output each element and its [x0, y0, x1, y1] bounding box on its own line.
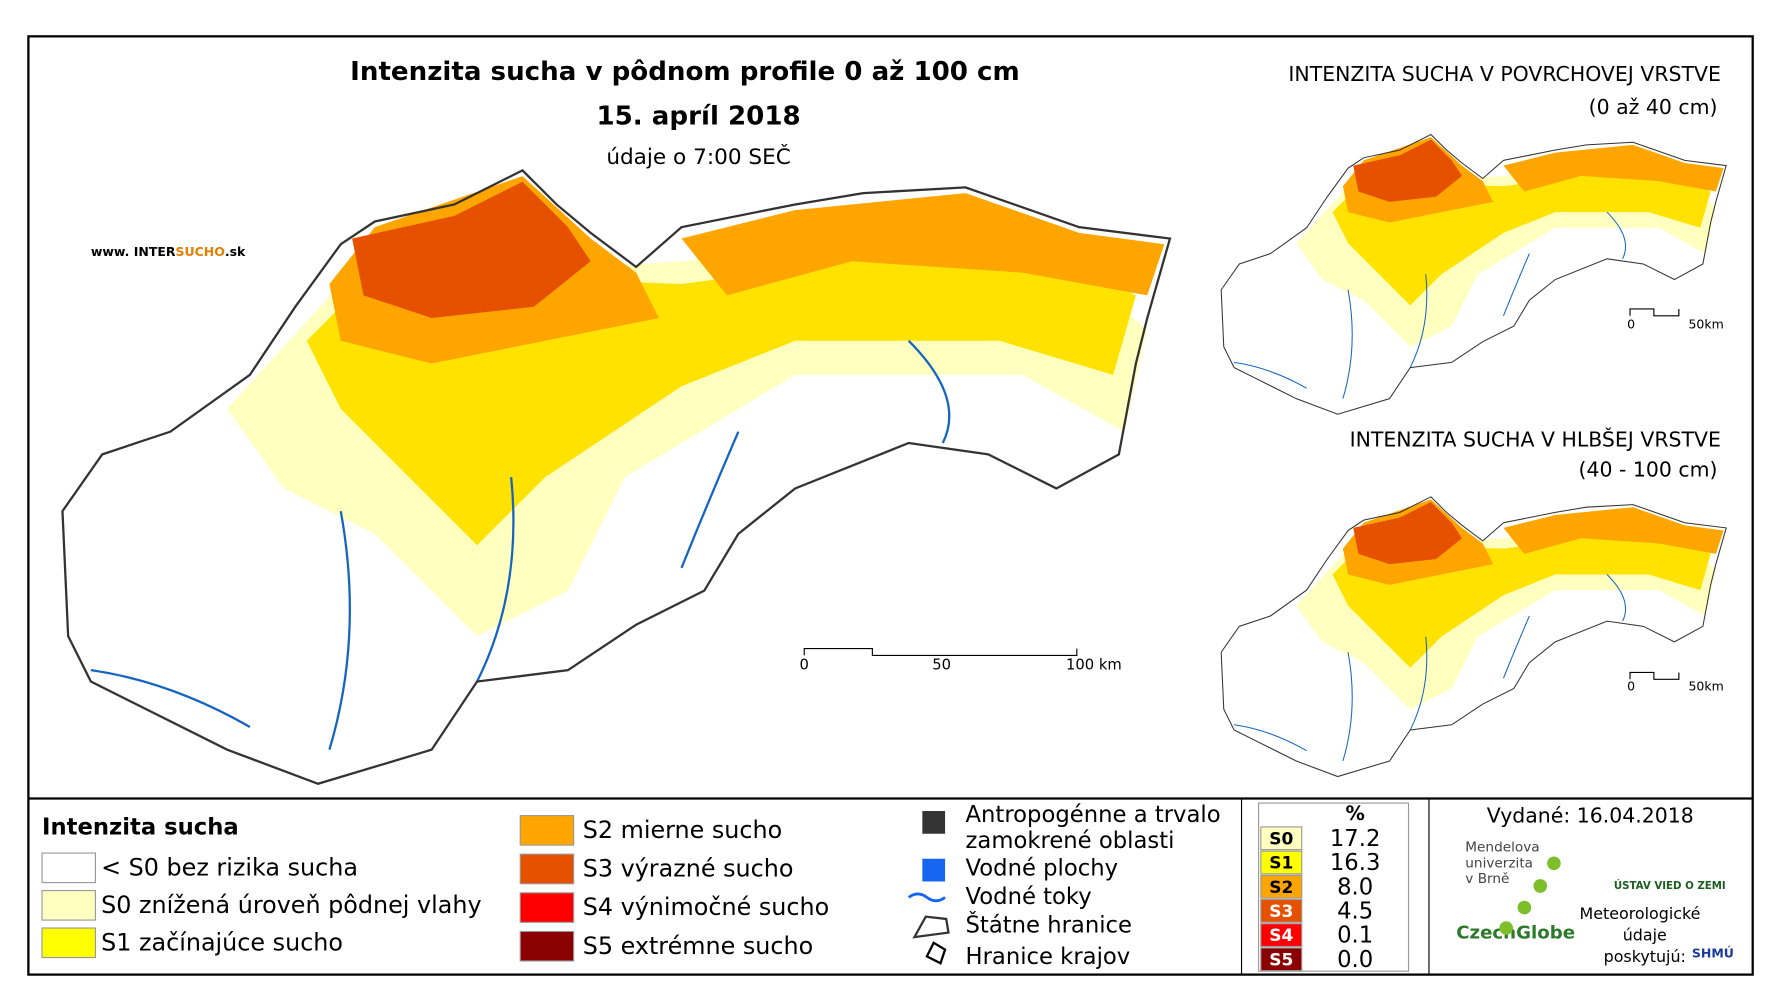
logo-dot [1533, 879, 1548, 893]
legend-title: Intenzita sucha [42, 815, 239, 841]
website-part: SUCHO [176, 244, 225, 259]
table-header: % [1345, 802, 1364, 825]
legend-swatch [41, 852, 96, 884]
layer-label: Vodné toky [966, 884, 1092, 910]
table-swatch [1260, 874, 1303, 899]
table-value: 16.3 [1330, 850, 1381, 876]
logo-dot [1517, 900, 1532, 915]
layer-icons [907, 811, 950, 965]
frame [27, 35, 1754, 976]
table-value: 17.2 [1330, 826, 1381, 852]
main-map [62, 170, 1170, 783]
legend-swatch [41, 927, 96, 959]
legend-label: S4 výnimočné sucho [583, 893, 829, 921]
website-part: www. INTER [91, 244, 176, 259]
layer-label: Vodné plochy [966, 855, 1119, 881]
legend-label: S3 výrazné sucho [583, 855, 794, 883]
logo-mendel: v Brně [1465, 871, 1509, 887]
layer-label: Štátne hranice [966, 910, 1132, 938]
table-class: S2 [1269, 878, 1293, 898]
inset-title: INTENZITA SUCHA V HLBŠEJ VRSTVE [1350, 427, 1721, 452]
title: Intenzita sucha v pôdnom profile 0 až 10… [350, 57, 1020, 87]
logo-mendel: univerzita [1465, 855, 1533, 871]
icon-region [925, 941, 947, 965]
layer-label: zamokrené oblasti [966, 828, 1175, 854]
scale-label: 0 [1627, 679, 1635, 694]
legend-label: S5 extrémne sucho [583, 932, 813, 960]
logo-meteo: Meteorologické [1580, 904, 1701, 923]
table-swatch [1260, 898, 1303, 923]
legend-swatch [519, 815, 575, 846]
icon-border [912, 915, 950, 939]
scale-label: 50 [932, 657, 951, 674]
table-swatch [1260, 850, 1303, 875]
table-swatch [1260, 947, 1303, 972]
table-swatch [1260, 826, 1303, 851]
inset-map [1221, 134, 1726, 414]
legend-swatch [519, 930, 575, 962]
inset-map [1221, 497, 1726, 777]
logo-dot [1547, 856, 1561, 871]
legend-swatch [41, 889, 96, 921]
icon-water [922, 858, 946, 882]
table-class: S1 [1269, 854, 1293, 874]
table-value: 0.0 [1337, 947, 1373, 973]
issued: Vydané: 16.04.2018 [1487, 804, 1694, 828]
legend-swatch [519, 892, 575, 923]
website-part: .sk [225, 244, 246, 259]
scale-label: 0 [800, 657, 809, 674]
logo-meteo: údaje [1623, 925, 1667, 944]
table-swatch [1260, 923, 1303, 947]
date: 15. apríl 2018 [596, 101, 800, 131]
logo-czechglobe: CzechGlobe [1456, 923, 1575, 944]
inset-subtitle: (0 až 40 cm) [1589, 95, 1718, 119]
icon-anthropogenic [922, 811, 946, 834]
layer-label: Hranice krajov [966, 944, 1131, 970]
legend-label: S2 mierne sucho [583, 816, 783, 844]
legend-label: S1 začínajúce sucho [101, 928, 343, 956]
table-value: 4.5 [1337, 899, 1373, 925]
subtitle: údaje o 7:00 SEČ [606, 144, 791, 170]
table-class: S5 [1269, 950, 1293, 970]
logo-mendel: Mendelova [1465, 839, 1539, 855]
legend-label: < S0 bez rizika sucha [101, 853, 358, 881]
icon-rivers [907, 892, 946, 903]
table-value: 0.1 [1337, 923, 1373, 949]
scale-label: 50km [1688, 316, 1723, 331]
layer-label: Antropogénne a trvalo [966, 802, 1221, 828]
scale-bar [803, 308, 1680, 680]
table-class: S4 [1269, 926, 1293, 946]
table-value: 8.0 [1337, 874, 1373, 900]
scale-label: 50km [1688, 679, 1723, 694]
table-class: S0 [1269, 829, 1293, 849]
inset-title: INTENZITA SUCHA V POVRCHOVEJ VRSTVE [1288, 62, 1720, 86]
scale-label: 0 [1627, 316, 1635, 331]
legend-swatch [519, 853, 575, 885]
logo-meteo: poskytujú: [1604, 947, 1686, 966]
table-class: S3 [1269, 902, 1293, 922]
scale-label: 100 km [1066, 657, 1122, 674]
logo-dot [1499, 921, 1514, 935]
inset-subtitle: (40 - 100 cm) [1578, 457, 1717, 481]
website: www. INTERSUCHO.sk [91, 244, 246, 259]
logo-shmu: SHMÚ [1692, 946, 1734, 961]
table-grid [1240, 798, 1430, 975]
legend-label: S0 znížená úroveň pôdnej vlahy [101, 891, 482, 919]
logo-ustav: ÚSTAV VIED O ZEMI [1614, 879, 1726, 892]
